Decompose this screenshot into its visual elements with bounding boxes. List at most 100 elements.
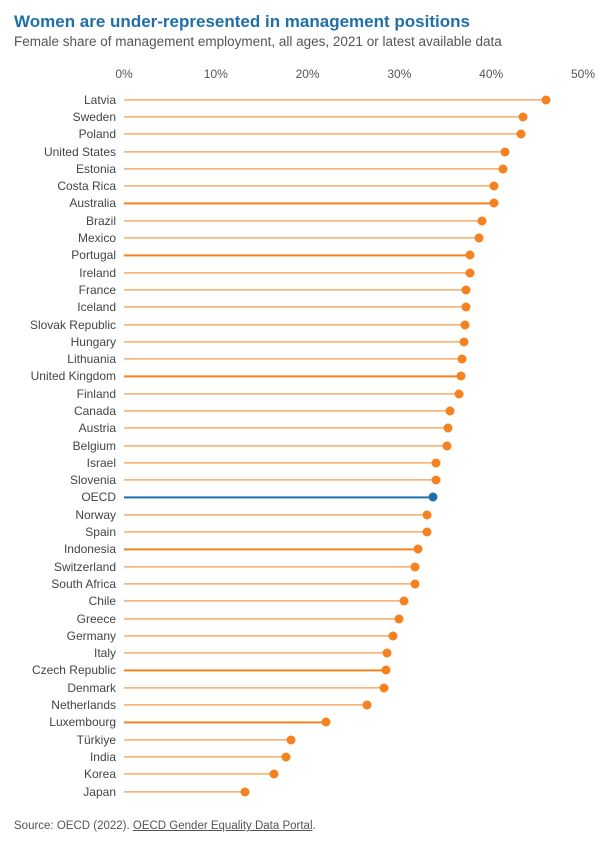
bar-wrap xyxy=(124,212,583,229)
chart-row: Australia xyxy=(14,195,593,212)
lollipop-stem xyxy=(124,393,459,394)
lollipop-dot xyxy=(462,285,471,294)
chart-row: Japan xyxy=(14,783,593,800)
bar-wrap xyxy=(124,402,583,419)
bar-wrap xyxy=(124,350,583,367)
chart-row: France xyxy=(14,281,593,298)
lollipop-dot xyxy=(287,735,296,744)
bar-wrap xyxy=(124,143,583,160)
lollipop-dot xyxy=(500,147,509,156)
x-tick: 10% xyxy=(204,67,228,81)
bar-wrap xyxy=(124,420,583,437)
x-tick: 30% xyxy=(387,67,411,81)
country-label: Czech Republic xyxy=(14,663,124,677)
chart-row: Luxembourg xyxy=(14,714,593,731)
lollipop-stem xyxy=(124,739,291,740)
chart-row: Hungary xyxy=(14,333,593,350)
bar-wrap xyxy=(124,593,583,610)
country-label: Korea xyxy=(14,767,124,781)
chart-row: Costa Rica xyxy=(14,177,593,194)
x-axis: 0%10%20%30%40%50% xyxy=(124,67,583,85)
source-link[interactable]: OECD Gender Equality Data Portal xyxy=(133,820,313,832)
country-label: Hungary xyxy=(14,335,124,349)
lollipop-dot xyxy=(475,234,484,243)
chart-row: Lithuania xyxy=(14,350,593,367)
country-label: Chile xyxy=(14,594,124,608)
chart-row: Greece xyxy=(14,610,593,627)
country-label: Ireland xyxy=(14,266,124,280)
bar-wrap xyxy=(124,645,583,662)
lollipop-stem xyxy=(124,237,479,238)
lollipop-stem xyxy=(124,341,464,342)
chart-row: Brazil xyxy=(14,212,593,229)
lollipop-dot xyxy=(489,199,498,208)
bar-wrap xyxy=(124,108,583,125)
lollipop-dot xyxy=(443,441,452,450)
lollipop-dot xyxy=(516,130,525,139)
lollipop-stem xyxy=(124,791,245,792)
lollipop-stem xyxy=(124,255,470,256)
bar-wrap xyxy=(124,506,583,523)
lollipop-stem xyxy=(124,566,415,567)
lollipop-stem xyxy=(124,359,462,360)
lollipop-dot xyxy=(282,752,291,761)
country-label: India xyxy=(14,750,124,764)
bar-wrap xyxy=(124,195,583,212)
bar-wrap xyxy=(124,662,583,679)
bar-wrap xyxy=(124,368,583,385)
lollipop-dot xyxy=(269,770,278,779)
chart-row: Norway xyxy=(14,506,593,523)
lollipop-dot xyxy=(411,562,420,571)
lollipop-dot xyxy=(379,683,388,692)
country-label: Portugal xyxy=(14,248,124,262)
country-label: Finland xyxy=(14,387,124,401)
country-label: Luxembourg xyxy=(14,715,124,729)
lollipop-stem xyxy=(124,635,393,636)
chart-subtitle: Female share of management employment, a… xyxy=(14,34,593,49)
chart-row: Indonesia xyxy=(14,541,593,558)
bar-wrap xyxy=(124,437,583,454)
country-label: Slovak Republic xyxy=(14,318,124,332)
lollipop-dot xyxy=(466,268,475,277)
lollipop-stem xyxy=(124,324,465,325)
country-label: Italy xyxy=(14,646,124,660)
lollipop-dot xyxy=(422,528,431,537)
country-label: Norway xyxy=(14,508,124,522)
lollipop-stem xyxy=(124,531,427,532)
lollipop-stem xyxy=(124,116,523,117)
bar-wrap xyxy=(124,558,583,575)
lollipop-dot xyxy=(466,251,475,260)
chart-row: Switzerland xyxy=(14,558,593,575)
chart-row: Iceland xyxy=(14,299,593,316)
bar-wrap xyxy=(124,523,583,540)
x-tick: 50% xyxy=(571,67,595,81)
chart-row: Czech Republic xyxy=(14,662,593,679)
country-label: Netherlands xyxy=(14,698,124,712)
lollipop-stem xyxy=(124,583,415,584)
lollipop-dot xyxy=(542,95,551,104)
bar-wrap xyxy=(124,385,583,402)
lollipop-stem xyxy=(124,480,436,481)
lollipop-dot xyxy=(445,406,454,415)
country-label: Sweden xyxy=(14,110,124,124)
lollipop-dot xyxy=(461,320,470,329)
source-line: Source: OECD (2022). OECD Gender Equalit… xyxy=(14,820,593,832)
country-label: Israel xyxy=(14,456,124,470)
country-label: Brazil xyxy=(14,214,124,228)
lollipop-stem xyxy=(124,134,521,135)
country-label: Latvia xyxy=(14,93,124,107)
x-tick: 40% xyxy=(479,67,503,81)
country-label: South Africa xyxy=(14,577,124,591)
chart-row: South Africa xyxy=(14,575,593,592)
chart-row: Mexico xyxy=(14,229,593,246)
lollipop-dot xyxy=(383,649,392,658)
bar-wrap xyxy=(124,541,583,558)
lollipop-stem xyxy=(124,462,436,463)
country-label: United Kingdom xyxy=(14,369,124,383)
lollipop-stem xyxy=(124,618,399,619)
lollipop-stem xyxy=(124,203,494,204)
country-label: Indonesia xyxy=(14,542,124,556)
country-label: Lithuania xyxy=(14,352,124,366)
lollipop-dot xyxy=(459,337,468,346)
country-label: Denmark xyxy=(14,681,124,695)
